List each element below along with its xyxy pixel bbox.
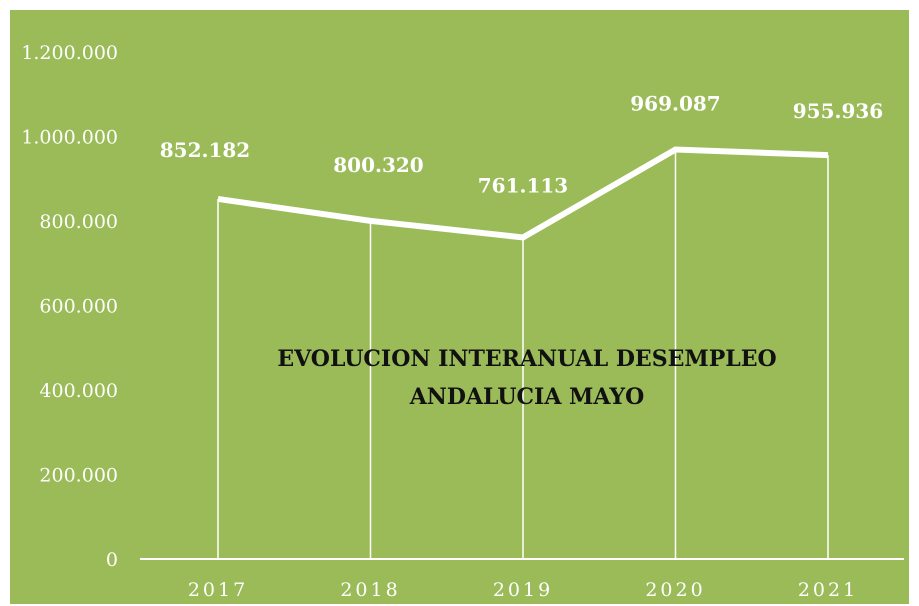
chart-background <box>10 10 909 604</box>
data-label: 969.087 <box>630 92 720 116</box>
x-tick-label: 2019 <box>493 579 553 601</box>
data-label: 852.182 <box>160 138 250 162</box>
series-line <box>217 146 829 241</box>
y-tick-label: 0 <box>106 549 118 571</box>
x-tick-label: 2017 <box>188 579 248 601</box>
x-tick-label: 2020 <box>645 579 705 601</box>
y-tick-label: 1.200.000 <box>21 42 118 64</box>
data-label: 761.113 <box>478 173 568 197</box>
x-tick-label: 2018 <box>340 579 400 601</box>
y-axis-tick-labels: 0 200.000 400.000 600.000 800.000 1.000.000 1.… <box>21 42 118 571</box>
data-label: 800.320 <box>333 153 423 177</box>
y-tick-label: 800.000 <box>39 211 118 233</box>
y-tick-label: 600.000 <box>39 296 118 318</box>
x-tick-label: 2021 <box>798 579 858 601</box>
y-tick-label: 400.000 <box>39 380 118 402</box>
x-axis-tick-labels: 2017 2018 2019 2020 2021 <box>188 579 858 601</box>
data-label: 955.936 <box>793 99 883 123</box>
y-tick-label: 200.000 <box>39 465 118 487</box>
drop-lines <box>217 149 829 559</box>
y-tick-label: 1.000.000 <box>21 127 118 149</box>
data-labels: 852.182 800.320 761.113 969.087 955.936 <box>160 92 883 198</box>
chart-title-line-2: ANDALUCIA MAYO <box>409 384 645 410</box>
chart-title-line-1: EVOLUCION INTERANUAL DESEMPLEO <box>277 346 776 372</box>
